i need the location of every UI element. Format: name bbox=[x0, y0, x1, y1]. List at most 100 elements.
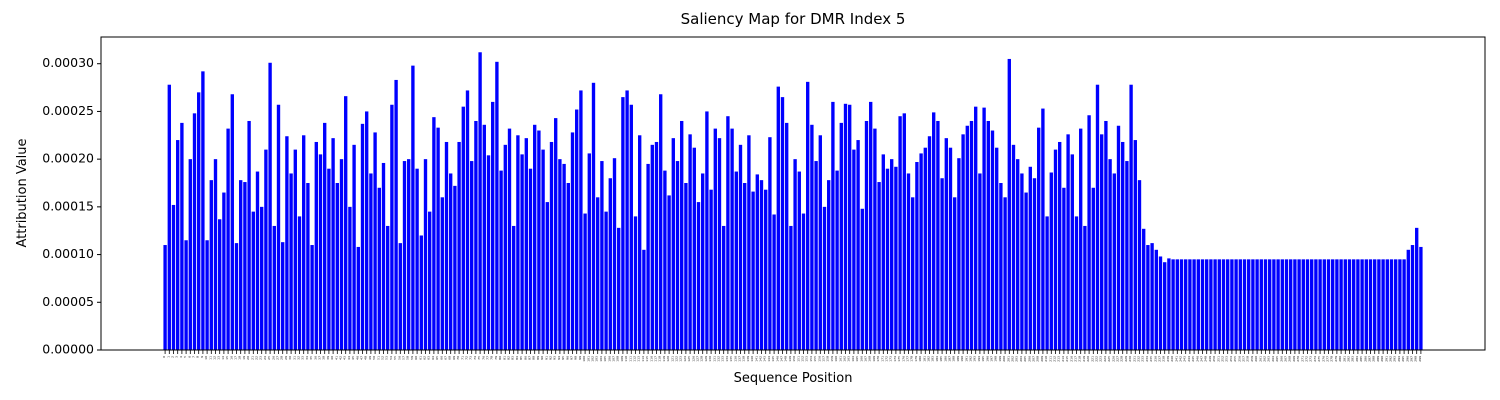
bar bbox=[251, 211, 255, 350]
x-tick-label: 34 bbox=[305, 356, 309, 360]
bar bbox=[999, 183, 1003, 350]
x-tick-label: 69 bbox=[452, 356, 456, 360]
x-tick-label: 283 bbox=[1351, 356, 1355, 362]
bar bbox=[1381, 259, 1385, 350]
bar bbox=[348, 206, 352, 350]
bar bbox=[1360, 259, 1364, 350]
bar bbox=[801, 213, 806, 350]
bar bbox=[1297, 259, 1301, 350]
bar bbox=[1385, 259, 1389, 350]
bar bbox=[701, 173, 705, 350]
x-tick-label: 71 bbox=[460, 356, 464, 360]
bar bbox=[797, 171, 801, 350]
x-tick-label: 231 bbox=[1132, 356, 1136, 362]
bar bbox=[1137, 180, 1142, 350]
bar bbox=[1167, 258, 1171, 350]
x-tick-label: 227 bbox=[1116, 356, 1120, 362]
x-tick-label: 73 bbox=[469, 356, 473, 360]
bar bbox=[776, 86, 780, 350]
bar bbox=[873, 128, 877, 350]
x-tick-label: 221 bbox=[1090, 356, 1094, 362]
x-tick-label: 14 bbox=[221, 356, 225, 360]
x-tick-label: 240 bbox=[1170, 356, 1174, 362]
bar bbox=[428, 211, 432, 350]
x-tick-label: 31 bbox=[292, 356, 296, 360]
x-tick-label: 196 bbox=[985, 356, 989, 362]
bar bbox=[1066, 134, 1070, 350]
bar bbox=[1171, 259, 1175, 350]
bar bbox=[1352, 259, 1356, 350]
x-tick-label: 208 bbox=[1036, 356, 1040, 362]
bar bbox=[272, 225, 276, 350]
x-tick-label: 134 bbox=[725, 356, 729, 362]
x-tick-label: 169 bbox=[872, 356, 876, 362]
x-tick-label: 161 bbox=[838, 356, 842, 362]
x-tick-label: 4 bbox=[179, 356, 183, 358]
bar bbox=[281, 242, 285, 350]
x-tick-label: 160 bbox=[834, 356, 838, 362]
x-tick-label: 124 bbox=[683, 356, 687, 362]
bar bbox=[927, 136, 932, 350]
x-tick-label: 19 bbox=[242, 356, 246, 360]
bar bbox=[843, 103, 848, 350]
x-tick-label: 241 bbox=[1174, 356, 1178, 362]
x-tick-label: 13 bbox=[217, 356, 221, 360]
x-tick-label: 185 bbox=[939, 356, 943, 362]
x-tick-label: 46 bbox=[355, 356, 359, 360]
x-tick-label: 163 bbox=[847, 356, 851, 362]
x-tick-label: 171 bbox=[880, 356, 884, 362]
x-tick-label: 237 bbox=[1158, 356, 1162, 362]
x-tick-label: 212 bbox=[1053, 356, 1057, 362]
x-tick-label: 8 bbox=[196, 356, 200, 358]
bar bbox=[852, 149, 856, 350]
bar bbox=[163, 245, 167, 350]
bar bbox=[995, 147, 999, 350]
bar bbox=[780, 97, 785, 351]
bar bbox=[1373, 259, 1377, 350]
bar bbox=[1007, 58, 1011, 350]
x-axis-label: Sequence Position bbox=[734, 371, 853, 386]
bar bbox=[289, 173, 293, 350]
bar bbox=[877, 182, 881, 350]
x-tick-label: 117 bbox=[654, 356, 658, 362]
bar bbox=[528, 168, 533, 350]
x-tick-label: 295 bbox=[1401, 356, 1405, 362]
x-tick-label: 277 bbox=[1326, 356, 1330, 362]
x-tick-label: 63 bbox=[427, 356, 431, 360]
x-tick-label: 290 bbox=[1380, 356, 1384, 362]
x-tick-label: 200 bbox=[1002, 356, 1006, 362]
x-tick-label: 133 bbox=[721, 356, 725, 362]
bar bbox=[894, 166, 898, 350]
bar bbox=[722, 225, 726, 350]
x-tick-label: 289 bbox=[1376, 356, 1380, 362]
x-tick-label: 191 bbox=[964, 356, 968, 362]
bar bbox=[1331, 259, 1335, 350]
bar bbox=[1419, 246, 1423, 350]
bar bbox=[323, 122, 327, 350]
bar bbox=[1305, 259, 1310, 350]
x-tick-label: 273 bbox=[1309, 356, 1313, 362]
bar bbox=[1053, 149, 1058, 350]
bar bbox=[869, 101, 873, 350]
x-tick-label: 209 bbox=[1040, 356, 1044, 362]
bar bbox=[1289, 259, 1293, 350]
x-tick-label: 141 bbox=[754, 356, 758, 362]
y-tick-label: 0.00005 bbox=[42, 294, 94, 309]
bar bbox=[1179, 259, 1184, 350]
bar bbox=[688, 134, 692, 350]
bar bbox=[789, 225, 793, 350]
x-tick-label: 83 bbox=[511, 356, 515, 360]
x-tick-label: 204 bbox=[1019, 356, 1023, 362]
x-tick-label: 97 bbox=[570, 356, 574, 360]
x-tick-label: 54 bbox=[389, 356, 393, 360]
bar bbox=[764, 189, 768, 350]
bar bbox=[1020, 173, 1024, 350]
bar bbox=[1074, 216, 1079, 350]
bar bbox=[1205, 259, 1209, 350]
bar bbox=[1377, 259, 1381, 350]
x-tick-label: 207 bbox=[1032, 356, 1036, 362]
x-tick-label: 297 bbox=[1410, 356, 1414, 362]
bar bbox=[969, 120, 974, 350]
bar bbox=[1028, 166, 1032, 350]
x-tick-label: 235 bbox=[1149, 356, 1153, 362]
